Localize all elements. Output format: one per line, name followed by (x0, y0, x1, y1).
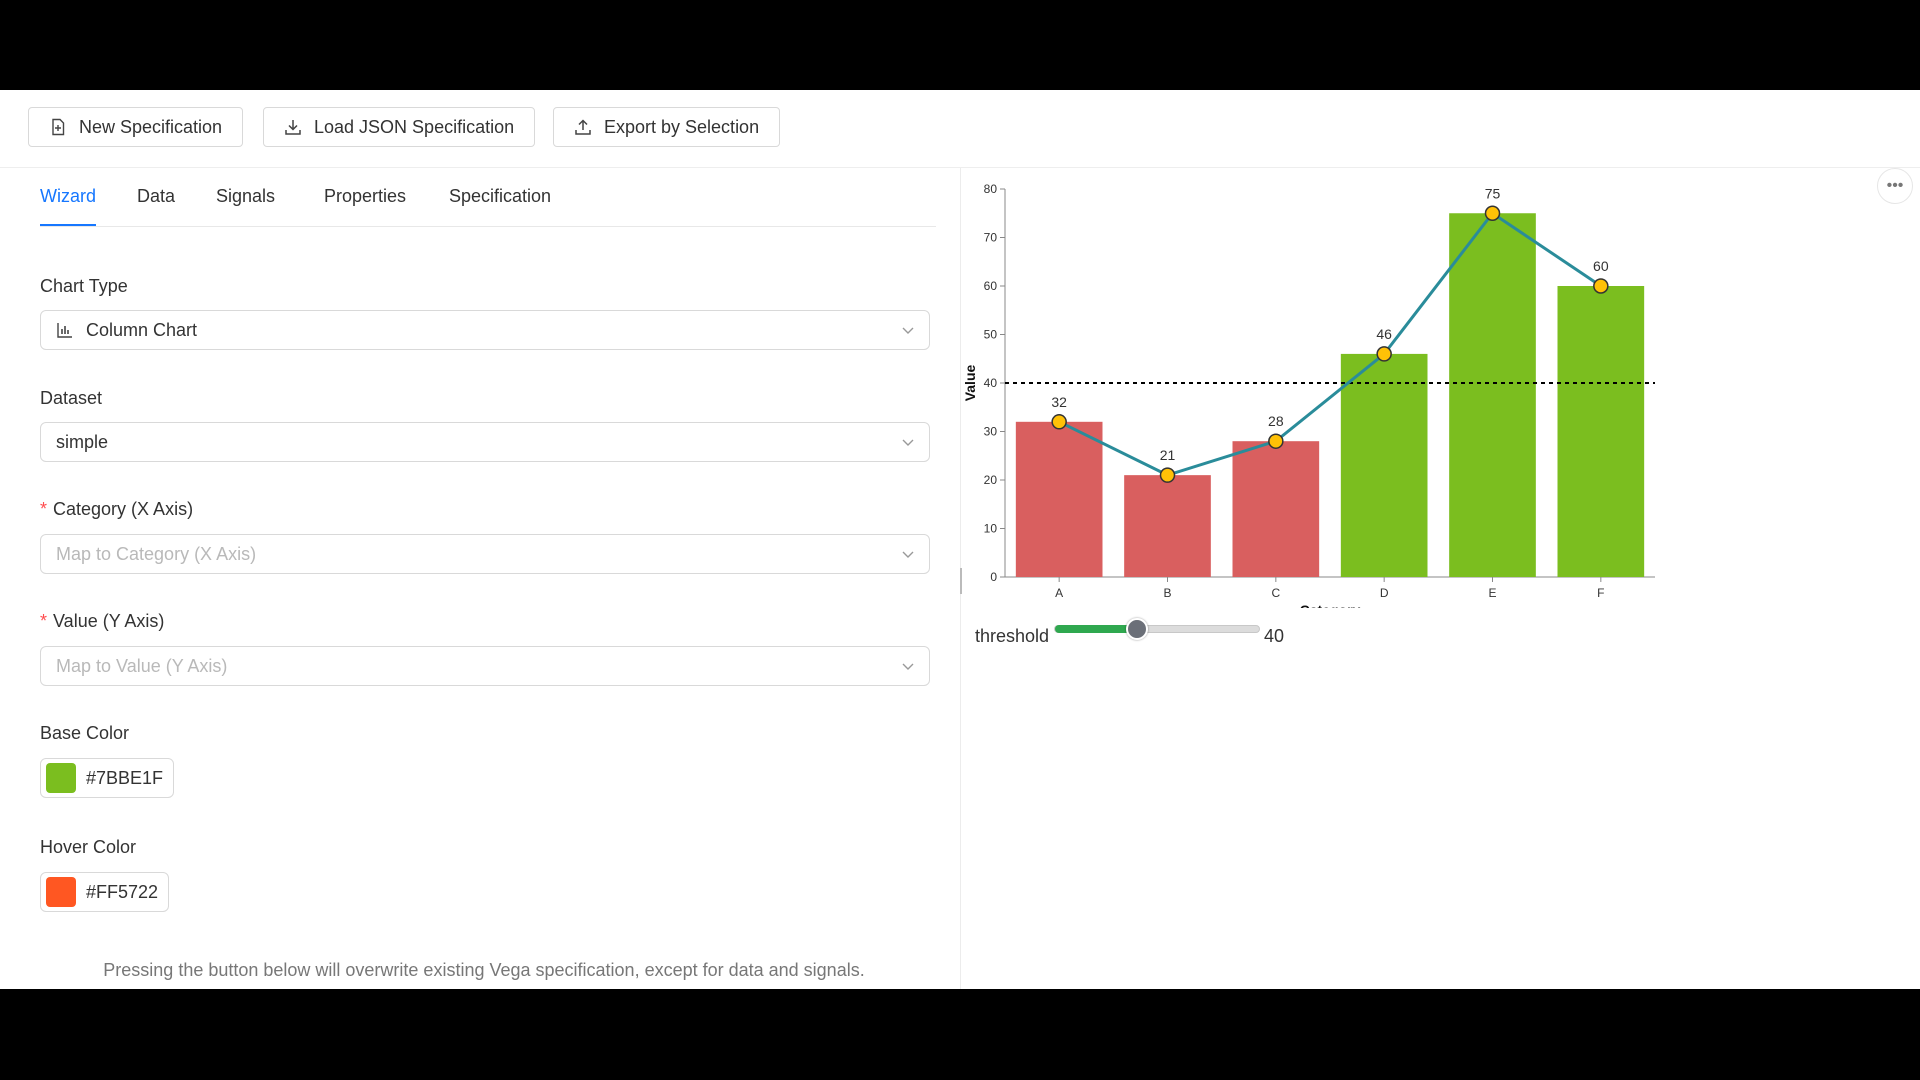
bar-e (1449, 213, 1536, 577)
data-point (1159, 467, 1176, 483)
y-tick-label: 40 (984, 376, 998, 390)
toolbar: New Specification Load JSON Specificatio… (0, 90, 1920, 168)
data-point (1268, 433, 1284, 449)
data-point (1484, 205, 1501, 221)
threshold-label: threshold (975, 626, 1050, 646)
threshold-value: 40 (1264, 626, 1285, 646)
y-tick-label: 0 (990, 570, 997, 584)
x-tick-label: C (1271, 586, 1280, 600)
data-point (1593, 278, 1609, 294)
bar-chart-icon (57, 323, 72, 338)
bar-c (1232, 441, 1320, 577)
hover-color-label: Hover Color (40, 837, 137, 857)
tab-signals[interactable]: Signals (216, 186, 276, 206)
base-color-picker[interactable]: #7BBE1F (40, 758, 175, 798)
threshold-slider-handle[interactable] (1126, 618, 1149, 640)
value-axis-label: * Value (Y Axis) (40, 611, 164, 632)
y-tick-label: 20 (984, 473, 998, 487)
y-axis-title: Value (962, 365, 978, 402)
wizard-panel: Wizard Data Signals Properties Specifica… (8, 168, 960, 989)
threshold-slider-fill (1055, 625, 1138, 633)
export-label: Export by Selection (604, 116, 760, 137)
x-tick-label: E (1488, 586, 1496, 600)
load-json-label: Load JSON Specification (314, 116, 515, 137)
bar-a (1015, 421, 1103, 577)
value-axis-placeholder: Map to Value (Y Axis) (56, 655, 228, 676)
bar-d (1340, 353, 1428, 577)
more-options-button[interactable]: ••• (1877, 168, 1913, 204)
preview-panel: 0 10 20 30 40 50 60 70 80 A B C D E F 32 21 28 46 75 60 Categ… (961, 168, 1920, 989)
new-specification-button[interactable]: New Specification (28, 107, 244, 147)
hover-color-swatch[interactable] (46, 877, 76, 907)
tab-properties[interactable]: Properties (324, 186, 407, 206)
value-axis-select[interactable]: Map to Value (Y Axis) (40, 646, 930, 686)
new-specification-label: New Specification (79, 116, 223, 137)
x-tick-label: B (1163, 586, 1171, 600)
chevron-down-icon (902, 439, 914, 446)
value-axis-label-text: Value (Y Axis) (53, 611, 165, 631)
category-axis-placeholder: Map to Category (X Axis) (56, 543, 257, 564)
y-tick-label: 70 (984, 231, 998, 245)
chart-type-label: Chart Type (40, 276, 128, 296)
dataset-value: simple (56, 431, 109, 452)
app-window: New Specification Load JSON Specificatio… (0, 90, 1920, 989)
x-tick-label: F (1597, 586, 1604, 600)
x-axis-title: Category (1300, 602, 1361, 608)
upload-icon (575, 119, 591, 135)
data-point (1376, 346, 1392, 362)
tab-specification[interactable]: Specification (449, 186, 552, 206)
more-icon: ••• (1886, 177, 1904, 194)
y-tick-label: 80 (984, 182, 998, 196)
hover-color-value: #FF5722 (86, 881, 159, 902)
series-line (1058, 211, 1602, 477)
data-label: 32 (1051, 394, 1067, 410)
bar-b (1124, 475, 1211, 577)
chevron-down-icon (902, 663, 914, 670)
y-tick-label: 60 (984, 279, 998, 293)
overwrite-note: Pressing the button below will overwrite… (103, 960, 865, 980)
dataset-label: Dataset (40, 388, 103, 408)
download-icon (285, 120, 301, 135)
load-json-specification-button[interactable]: Load JSON Specification (263, 107, 536, 147)
tab-bar: Wizard Data Signals Properties Specifica… (40, 168, 936, 227)
base-color-label: Base Color (40, 723, 130, 743)
base-color-swatch[interactable] (46, 763, 76, 793)
required-mark: * (40, 499, 48, 519)
y-tick-label: 30 (984, 425, 998, 439)
y-tick-label: 50 (984, 328, 998, 342)
chevron-down-icon (902, 327, 914, 334)
required-mark: * (40, 611, 48, 631)
chevron-down-icon (902, 551, 914, 558)
x-tick-label: A (1055, 586, 1063, 600)
threshold-slider[interactable] (1054, 618, 1260, 640)
hover-color-picker[interactable]: #FF5722 (40, 872, 170, 912)
dataset-select[interactable]: simple (40, 422, 930, 462)
column-chart: 0 10 20 30 40 50 60 70 80 A B C D E F 32 21 28 46 75 60 Categ… (962, 182, 1655, 608)
x-tick-label: D (1380, 586, 1389, 600)
data-label: 60 (1593, 258, 1609, 274)
data-label: 28 (1268, 413, 1284, 429)
category-axis-label: * Category (X Axis) (40, 499, 193, 520)
data-point (1051, 414, 1067, 430)
base-color-value: #7BBE1F (86, 767, 164, 788)
category-axis-select[interactable]: Map to Category (X Axis) (40, 534, 930, 574)
resize-handle[interactable] (960, 568, 962, 594)
y-tick-label: 10 (984, 522, 998, 536)
tab-wizard[interactable]: Wizard (40, 168, 97, 226)
chart-type-value: Column Chart (86, 319, 198, 340)
category-axis-label-text: Category (X Axis) (53, 499, 194, 519)
tab-data[interactable]: Data (137, 186, 176, 206)
export-by-selection-button[interactable]: Export by Selection (553, 107, 781, 147)
file-add-icon (52, 118, 65, 136)
bar-f (1557, 286, 1645, 577)
chart-type-select[interactable]: Column Chart (40, 310, 930, 350)
data-label: 46 (1376, 326, 1392, 342)
data-label: 21 (1160, 447, 1176, 463)
data-label: 75 (1485, 185, 1501, 201)
